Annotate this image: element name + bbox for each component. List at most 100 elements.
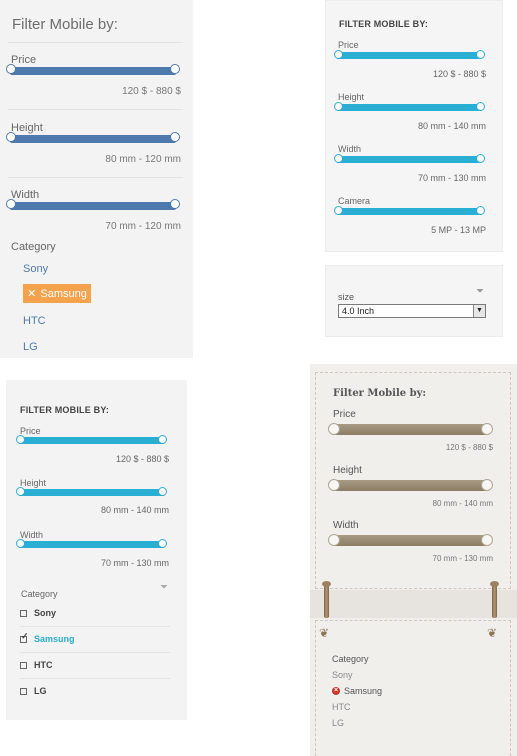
width-range-value: 70 mm - 130 mm [417, 173, 486, 183]
height-min-handle[interactable] [6, 132, 16, 142]
width-range-slider[interactable] [16, 539, 167, 548]
checkbox-checked[interactable]: ✓ [20, 630, 29, 643]
category-item-lg[interactable]: LG [332, 718, 345, 728]
width-range-slider[interactable] [6, 199, 180, 210]
height-max-handle[interactable] [158, 487, 167, 496]
height-max-handle[interactable] [170, 132, 180, 142]
price-max-handle[interactable] [481, 423, 493, 435]
panel-title: FILTER MOBILE BY: [20, 405, 110, 415]
filter-funnel-icon[interactable]: ⏷ [160, 582, 168, 593]
pin-right [490, 581, 499, 618]
price-min-handle[interactable] [6, 64, 16, 74]
filter-panel-cyan-checkboxes: FILTER MOBILE BY: Price 120 $ - 880 $ He… [6, 380, 187, 720]
price-min-handle[interactable] [16, 435, 25, 444]
height-range-value: 80 mm - 140 mm [432, 499, 493, 508]
camera-min-handle[interactable] [334, 206, 343, 215]
width-range-value: 70 mm - 130 mm [100, 558, 169, 568]
checkbox[interactable] [20, 687, 27, 695]
filter-funnel-icon[interactable]: ⏷ [476, 286, 484, 297]
panel-title: Filter Mobile by: [12, 16, 118, 33]
height-range-slider[interactable] [328, 479, 493, 491]
category-item-lg[interactable]: LG [23, 341, 38, 353]
price-max-handle[interactable] [476, 50, 485, 59]
price-range-value: 120 $ - 880 $ [122, 86, 181, 97]
price-range-slider[interactable] [6, 64, 180, 75]
height-min-handle[interactable] [16, 487, 25, 496]
width-range-slider[interactable] [334, 154, 485, 163]
filter-panel-cyan-sliders: FILTER MOBILE BY: Price 120 $ - 880 $ He… [325, 0, 503, 252]
category-label: Category [332, 654, 369, 664]
height-min-handle[interactable] [328, 479, 340, 491]
width-max-handle[interactable] [481, 534, 493, 546]
width-label: Width [11, 189, 40, 201]
category-item-samsung[interactable]: ✓ Samsung [20, 626, 170, 653]
height-range-slider[interactable] [16, 487, 167, 496]
price-range-slider[interactable] [328, 423, 493, 435]
category-item-label: Samsung [34, 634, 75, 644]
chevron-down-icon[interactable]: ▼ [473, 305, 485, 317]
divider [8, 42, 183, 43]
price-range-slider[interactable] [16, 435, 167, 444]
width-range-slider[interactable] [328, 534, 493, 546]
height-range-slider[interactable] [6, 132, 180, 143]
price-min-handle[interactable] [328, 423, 340, 435]
width-range-value: 70 mm - 130 mm [432, 554, 493, 563]
category-item-sony[interactable]: Sony [20, 600, 170, 627]
height-max-handle[interactable] [481, 479, 493, 491]
height-range-slider[interactable] [334, 102, 485, 111]
category-item-lg[interactable]: LG [20, 678, 170, 704]
pin-left [322, 581, 331, 618]
category-item-samsung-active[interactable]: ✕ Samsung [23, 284, 91, 303]
panel-title: Filter Mobile by: [333, 388, 427, 399]
width-max-handle[interactable] [476, 154, 485, 163]
width-label: Width [338, 144, 362, 154]
camera-range-slider[interactable] [334, 206, 485, 215]
price-max-handle[interactable] [170, 64, 180, 74]
size-select[interactable]: 4.0 Inch ▼ [338, 304, 486, 318]
size-filter-box: ⏷ size 4.0 Inch ▼ [325, 265, 503, 337]
category-item-htc[interactable]: HTC [332, 702, 351, 712]
category-item-label: LG [34, 686, 47, 696]
camera-label: Camera [338, 196, 371, 206]
price-label: Price [333, 409, 356, 420]
category-item-label: Samsung [40, 287, 87, 300]
camera-max-handle[interactable] [476, 206, 485, 215]
price-max-handle[interactable] [158, 435, 167, 444]
checkmark-icon: ✓ [21, 630, 29, 641]
height-min-handle[interactable] [334, 102, 343, 111]
width-max-handle[interactable] [170, 199, 180, 209]
price-label: Price [11, 54, 37, 66]
checkbox[interactable] [20, 609, 27, 617]
height-label: Height [20, 478, 47, 488]
category-item-label: Samsung [344, 686, 383, 696]
category-item-samsung-active[interactable]: × Samsung [332, 686, 382, 696]
width-min-handle[interactable] [328, 534, 340, 546]
ring-clip-icon: ❦ [319, 626, 330, 640]
slider-card [315, 372, 511, 589]
width-label: Width [20, 530, 44, 540]
size-label: size [338, 292, 355, 302]
price-min-handle[interactable] [334, 50, 343, 59]
category-card [315, 620, 511, 756]
price-range-value: 120 $ - 880 $ [432, 69, 486, 79]
category-item-label: Sony [34, 608, 57, 618]
remove-x-icon[interactable]: ✕ [27, 288, 37, 300]
width-min-handle[interactable] [334, 154, 343, 163]
width-max-handle[interactable] [158, 539, 167, 548]
height-max-handle[interactable] [476, 102, 485, 111]
category-item-htc[interactable]: HTC [20, 652, 170, 679]
width-range-value: 70 mm - 120 mm [105, 221, 181, 232]
checkbox[interactable] [20, 661, 27, 669]
category-item-sony[interactable]: Sony [23, 263, 49, 275]
category-item-label: HTC [34, 660, 53, 670]
category-item-sony[interactable]: Sony [332, 670, 353, 680]
remove-x-icon[interactable]: × [332, 687, 340, 695]
price-range-slider[interactable] [334, 50, 485, 59]
ring-clip-icon: ❦ [487, 626, 498, 640]
width-min-handle[interactable] [16, 539, 25, 548]
category-item-htc[interactable]: HTC [23, 315, 46, 327]
width-min-handle[interactable] [6, 199, 16, 209]
filter-panel-beige: Filter Mobile by: Price 120 $ - 880 $ He… [310, 364, 517, 756]
category-label: Category [11, 241, 56, 253]
category-label: Category [21, 589, 58, 599]
